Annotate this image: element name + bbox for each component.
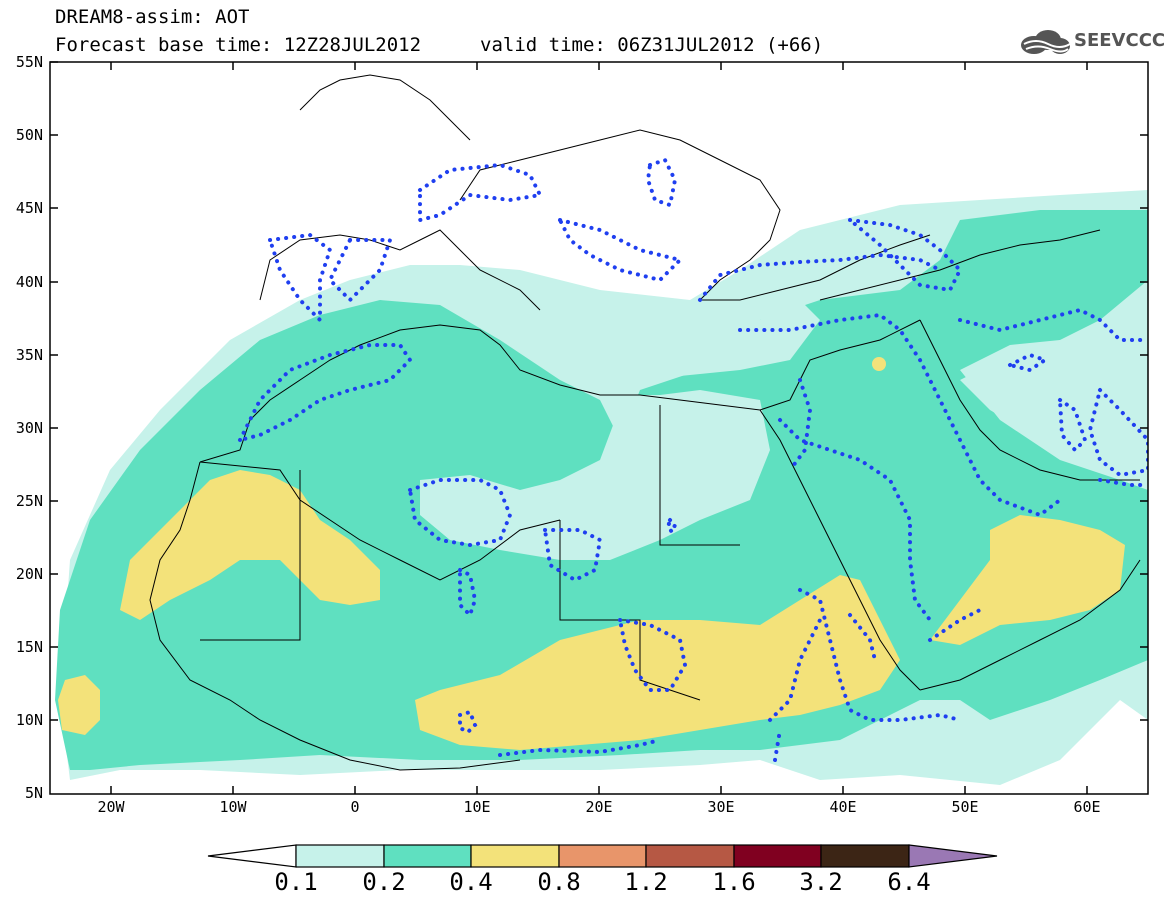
aot-region-0.4-guinea [58, 675, 100, 735]
lon-label-20w: 20W [97, 798, 125, 816]
lon-label-0: 0 [350, 798, 360, 816]
colorbar-label-0.1: 0.1 [274, 868, 318, 896]
colorbar-label-6.4: 6.4 [887, 868, 931, 896]
lat-label-5n: 5N [24, 784, 43, 802]
colorbar-label-0.4: 0.4 [449, 868, 493, 896]
colorbar-label-0.2: 0.2 [362, 868, 406, 896]
aot-region-0.1-iran [960, 335, 1148, 480]
valid-time: valid time: 06Z31JUL2012 (+66) [480, 34, 824, 56]
lon-label-30e: 30E [707, 798, 735, 816]
aot-region-0.1-inner [420, 390, 770, 560]
axis-ticks [50, 61, 1148, 794]
lat-label-25n: 25N [15, 492, 43, 510]
colorbar-label-3.2: 3.2 [799, 868, 843, 896]
lon-label-50e: 50E [951, 798, 979, 816]
forecast-base-time: Forecast base time: 12Z28JUL2012 [55, 34, 422, 56]
seevccc-logo: SEEVCCC [1018, 28, 1165, 56]
colorbar-label-0.8: 0.8 [537, 868, 581, 896]
lat-label-20n: 20N [15, 565, 43, 583]
lat-label-10n: 10N [15, 711, 43, 729]
lat-label-35n: 35N [15, 346, 43, 364]
lat-label-15n: 15N [15, 638, 43, 656]
lat-label-45n: 45N [15, 199, 43, 217]
aot-region-0.1-med [460, 280, 820, 395]
colorbar-label-1.2: 1.2 [624, 868, 668, 896]
aot-region-0.4-westsahara [120, 470, 380, 620]
lon-label-10w: 10W [219, 798, 247, 816]
cloud-icon [1021, 30, 1071, 54]
logo-text: SEEVCCC [1074, 30, 1165, 51]
lon-label-60e: 60E [1073, 798, 1101, 816]
lon-label-40e: 40E [829, 798, 857, 816]
lat-label-55n: 55N [15, 53, 43, 71]
map-title: DREAM8-assim: AOT [55, 6, 250, 28]
colorbar-label-1.6: 1.6 [712, 868, 756, 896]
lon-label-20e: 20E [585, 798, 613, 816]
coastlines [149, 74, 1141, 771]
lat-label-50n: 50N [15, 126, 43, 144]
lat-label-40n: 40N [15, 273, 43, 291]
aot-region-0.4-iraq [872, 357, 886, 371]
aot-contours [236, 157, 1148, 762]
lon-label-10e: 10E [463, 798, 491, 816]
aot-region-0.4-sahel [415, 575, 900, 750]
lat-label-30n: 30N [15, 419, 43, 437]
